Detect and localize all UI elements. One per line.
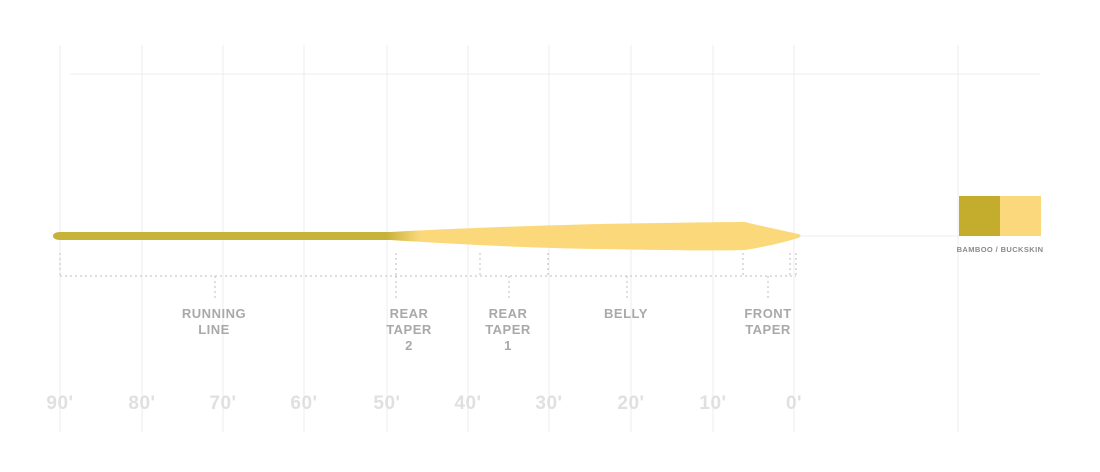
axis-tick-30: 30'	[535, 393, 563, 414]
swatch-bamboo	[959, 196, 1000, 236]
segment-bracket	[59, 253, 797, 300]
axis-tick-0: 0'	[785, 393, 803, 414]
segment-label-belly: BELLY	[604, 306, 648, 321]
axis-tick-60: 60'	[290, 393, 318, 414]
swatch-buckskin	[1000, 196, 1041, 236]
fly-line-profile	[53, 222, 801, 251]
axis-tick-70: 70'	[209, 393, 237, 414]
segment-label-rear-taper-1: REAR TAPER 1	[485, 306, 531, 353]
axis-tick-40: 40'	[454, 393, 482, 414]
axis-tick-10: 10'	[699, 393, 727, 414]
segment-label-front-taper: FRONT TAPER	[744, 306, 792, 337]
axis-tick-20: 20'	[617, 393, 645, 414]
segment-label-rear-taper-2: REAR TAPER 2	[386, 306, 432, 353]
segment-label-running-line: RUNNING LINE	[181, 306, 247, 337]
axis-tick-50: 50'	[373, 393, 401, 414]
axis-tick-80: 80'	[128, 393, 156, 414]
axis-tick-90: 90'	[46, 393, 74, 414]
color-name-label: BAMBOO / BUCKSKIN	[956, 245, 1044, 254]
